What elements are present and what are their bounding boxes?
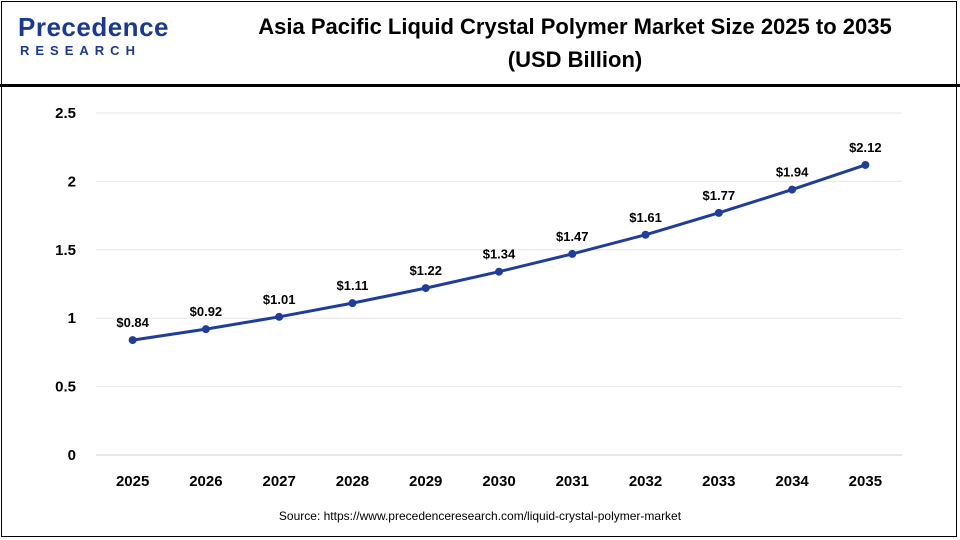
chart-title: Asia Pacific Liquid Crystal Polymer Mark… — [200, 10, 950, 76]
x-tick-label: 2030 — [482, 473, 515, 490]
axes: 0 0.5 1 1.5 2 2.5 2025 2026 2027 2028 2029 2030 2031… — [55, 105, 902, 490]
series-market-size — [128, 160, 870, 345]
x-tick-label: 2027 — [262, 473, 295, 490]
data-label: $1.22 — [409, 263, 442, 278]
chart-title-line-1: Asia Pacific Liquid Crystal Polymer Mark… — [258, 14, 892, 39]
y-tick-label: 0 — [68, 447, 76, 464]
data-label: $1.77 — [703, 188, 736, 203]
data-label: $0.92 — [190, 304, 223, 319]
y-tick-label: 2 — [68, 173, 76, 190]
chart-title-line-2: (USD Billion) — [507, 47, 643, 72]
data-point — [568, 249, 577, 258]
x-tick-label: 2035 — [849, 473, 882, 490]
data-label: $1.47 — [556, 229, 589, 244]
data-label: $1.01 — [263, 292, 296, 307]
data-point — [128, 336, 137, 345]
x-tick-label: 2034 — [775, 473, 809, 490]
y-tick-label: 1 — [68, 310, 76, 327]
brand-logo: Precedence RESEARCH — [18, 12, 168, 62]
data-label: $1.94 — [776, 165, 809, 180]
y-tick-label: 0.5 — [55, 379, 76, 396]
x-tick-label: 2028 — [336, 473, 369, 490]
header: Precedence RESEARCH Asia Pacific Liquid … — [0, 0, 960, 87]
data-point — [861, 160, 870, 169]
y-tick-label: 1.5 — [55, 242, 76, 259]
x-tick-label: 2026 — [189, 473, 222, 490]
data-label: $0.84 — [116, 315, 149, 330]
data-labels: $0.84 $0.92 $1.01 $1.11 $1.22 $1.34 $1.47 $1.61… — [116, 140, 881, 330]
data-point — [348, 299, 357, 308]
data-point — [201, 325, 210, 334]
data-point — [495, 267, 503, 276]
data-label: $2.12 — [849, 140, 882, 155]
line-chart: 0 0.5 1 1.5 2 2.5 2025 2026 2027 2028 2029 2030 2031… — [55, 105, 902, 490]
x-tick-label: 2029 — [409, 473, 442, 490]
x-tick-label: 2032 — [629, 473, 662, 490]
x-tick-label: 2031 — [556, 473, 589, 490]
data-point — [714, 208, 723, 217]
source-note: Source: https://www.precedenceresearch.c… — [278, 509, 682, 523]
gridlines — [96, 112, 902, 388]
y-tick-label: 2.5 — [55, 105, 76, 122]
logo-wordmark: Precedence — [18, 12, 169, 42]
x-tick-label: 2033 — [702, 473, 735, 490]
data-point — [275, 312, 284, 321]
data-label: $1.11 — [337, 278, 369, 293]
data-point — [641, 230, 650, 239]
header-divider — [0, 84, 960, 87]
logo-subtitle: RESEARCH — [20, 43, 141, 58]
data-point — [788, 185, 797, 194]
data-label: $1.34 — [483, 247, 516, 262]
x-tick-label: 2025 — [116, 473, 149, 490]
data-label: $1.61 — [629, 210, 662, 225]
data-point — [421, 284, 430, 293]
